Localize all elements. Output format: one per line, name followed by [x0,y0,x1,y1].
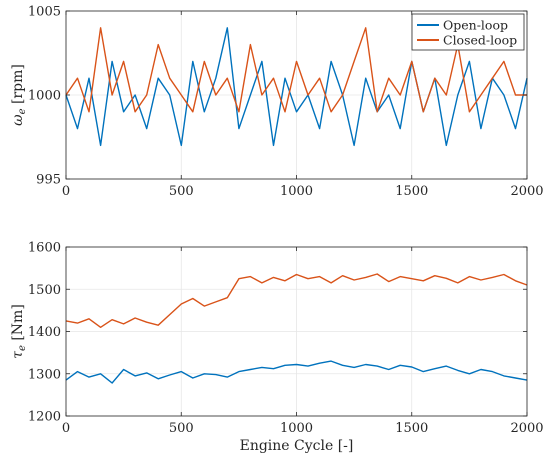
x-tick-label: 1000 [280,184,313,199]
x-tick-label: 2000 [510,184,543,199]
y-tick-label: 1000 [28,89,61,104]
x-tick-label: 1000 [280,421,313,436]
series-line-2 [65,273,528,328]
y-tick-label: 995 [36,173,61,188]
x-tick-label: 500 [169,421,194,436]
y-tick-label: 1300 [28,367,61,382]
y-axis-label: τe [Nm] [10,304,28,359]
series-line-2 [65,27,527,113]
series-line-1 [65,360,528,384]
legend-label-1: Open-loop [443,18,508,33]
y-tick-label: 1400 [28,325,61,340]
x-axis-label: Engine Cycle [-] [240,438,354,454]
x-tick-label: 500 [169,184,194,199]
y-tick-label: 1600 [28,241,61,256]
series-line-1 [65,27,528,147]
y-tick-label: 1005 [28,5,61,20]
x-tick-label: 2000 [510,421,543,436]
x-tick-label: 1500 [395,184,428,199]
y-axis-label: ωe [rpm] [10,64,28,126]
legend-label-2: Closed-loop [443,33,517,48]
x-tick-label: 0 [62,184,70,199]
legend-box [411,13,525,51]
y-tick-label: 1200 [28,410,61,425]
y-tick-label: 1500 [28,283,61,298]
bottom-chart-panel: 0 500 1000 1500 2000 1200 1300 1400 1500 1600 τe [… [10,241,544,455]
x-tick-label: 1500 [395,421,428,436]
x-tick-label: 0 [62,421,70,436]
top-chart-panel: 0 500 1000 1500 2000 995 1000 1005 ωe [rpm] Open-… [10,5,544,200]
